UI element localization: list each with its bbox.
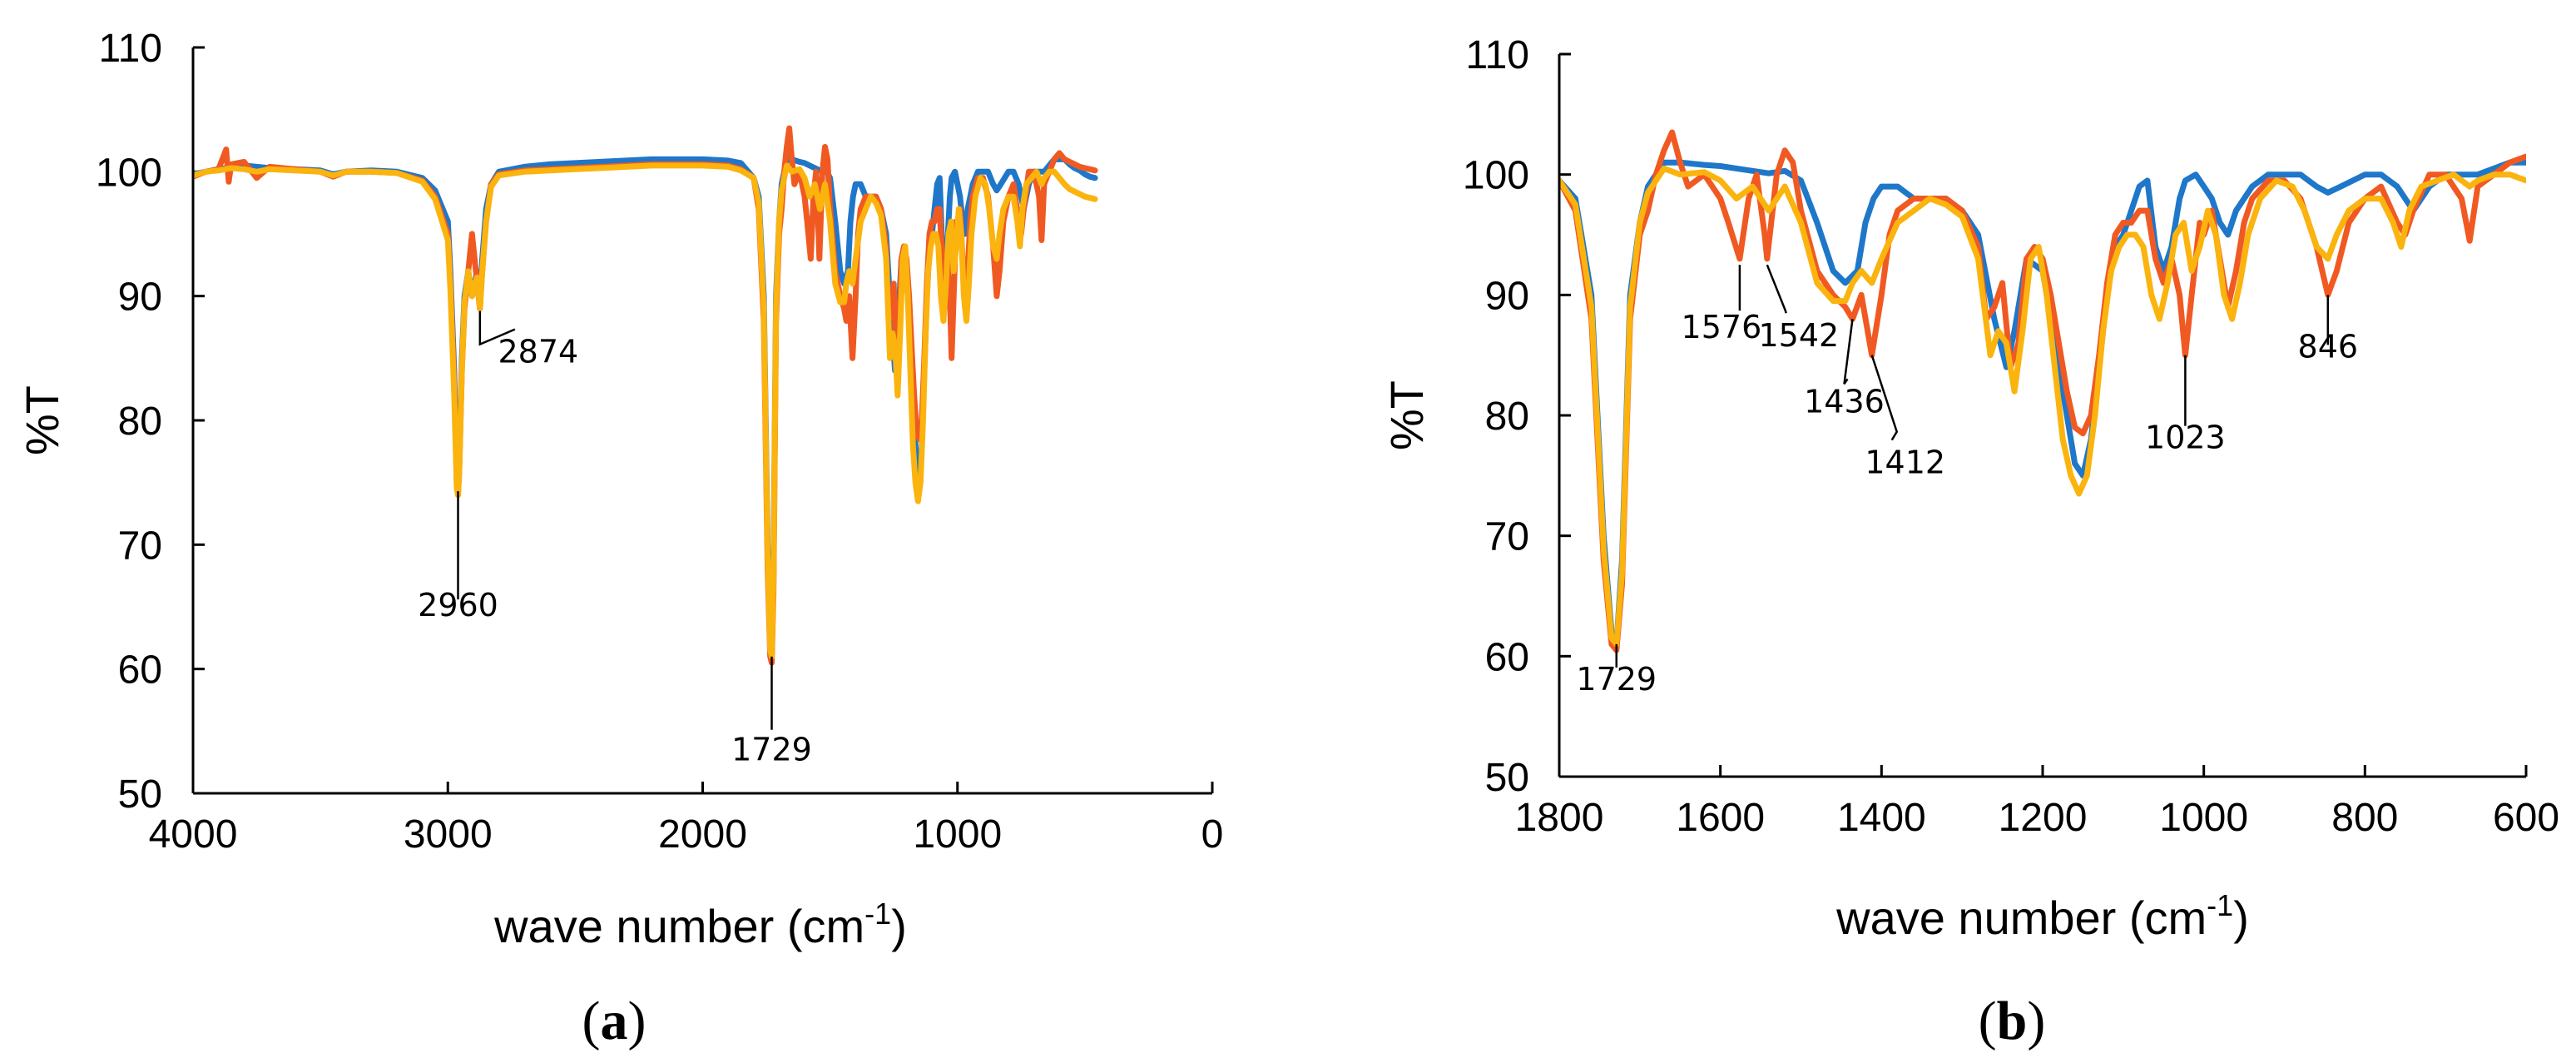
panel-a-x-axis-title-sup: -1 (864, 897, 891, 931)
panel-a-y-tick-label: 80 (118, 400, 162, 444)
panel-a-y-axis-title: %T (16, 385, 68, 455)
panel-b-annotation-leader (1870, 355, 1899, 441)
panel-b-annotation-label: 1412 (1865, 445, 1945, 481)
panel-b-annotation-leader (1843, 319, 1854, 385)
panel-b-x-tick-label: 800 (2331, 796, 2398, 840)
panel-a-y-tick-label: 110 (98, 27, 162, 71)
panel-a-annotation-label: 2960 (418, 587, 498, 623)
panel-a-x-axis-title: wave number (cm-1) (493, 897, 907, 952)
panel-b-y-tick-label: 90 (1485, 274, 1529, 318)
panel-a-annotation-label: 2874 (498, 334, 578, 370)
panel-b-annotation-label: 846 (2298, 328, 2359, 365)
panel-b-y-tick-label: 80 (1485, 395, 1529, 439)
panel-a-y-axis-ticks: 50 60 70 80 90 100 110 (96, 27, 205, 817)
panel-b-y-tick-label: 60 (1485, 635, 1529, 679)
panel-a-y-tick-label: 60 (118, 648, 162, 693)
panel-b-y-axis-title: %T (1380, 380, 1433, 450)
panel-b-x-tick-label: 1000 (2159, 796, 2248, 840)
panel-b-annotation-leader (1766, 264, 1787, 314)
panel-a-x-tick-label: 2000 (658, 812, 747, 857)
panel-b-annotation-label: 1023 (2145, 420, 2226, 456)
panel-b-x-axis-title-close: ) (2233, 892, 2249, 944)
panel-b-x-axis-title-sup: -1 (2207, 888, 2233, 922)
panel-a-letter: a (601, 991, 628, 1051)
panel-b-annotation-label: 1576 (1682, 309, 1762, 345)
panel-a-label: (a) (582, 991, 646, 1051)
panel-b-x-axis-title: wave number (cm-1) (1835, 888, 2249, 944)
panel-b-series-group (1559, 129, 2526, 653)
panel-b-x-axis-ticks: 1800 1600 1400 1200 1000 800 600 (1515, 765, 2559, 840)
panel-b-x-tick-label: 600 (2493, 796, 2559, 840)
panel-b-y-axis-ticks: 50 60 70 80 90 100 110 (1463, 33, 1571, 800)
panel-a-x-axis-title-main: wave number (cm (493, 900, 864, 952)
panel-a-x-tick-label: 3000 (404, 812, 493, 857)
panel-b-x-tick-label: 1400 (1837, 796, 1926, 840)
panel-a-x-tick-label: 4000 (149, 812, 238, 857)
panel-a-y-tick-label: 50 (118, 772, 162, 817)
panel-b-letter: b (1997, 991, 2028, 1051)
panel-b-y-tick-label: 110 (1465, 33, 1529, 77)
panel-a-y-tick-label: 90 (118, 276, 162, 320)
panel-b-x-tick-label: 1200 (1999, 796, 2088, 840)
panel-a-annotation-leader (478, 310, 516, 346)
panel-a-x-axis-ticks: 4000 3000 2000 1000 0 (149, 782, 1224, 857)
panel-a-x-tick-label: 0 (1201, 812, 1224, 857)
panel-b-x-tick-label: 1800 (1515, 796, 1604, 840)
panel-a-series-yellow-line (193, 162, 1098, 660)
panel-b-x-axis-title-main: wave number (cm (1835, 892, 2207, 944)
panel-b-annotation-label: 1436 (1804, 383, 1885, 420)
panel-a-y-tick-label: 100 (96, 151, 162, 195)
panel-a-annotation-label: 1729 (731, 732, 812, 768)
panel-b-y-tick-label: 100 (1463, 154, 1529, 198)
panel-b-chart: 50 60 70 80 90 100 110 1800 1600 1400 1200 1000 800… (1380, 33, 2559, 1051)
panel-a-y-tick-label: 70 (118, 524, 162, 568)
panel-a-x-axis-title-close: ) (891, 900, 907, 952)
panel-b-annotation-label: 1542 (1758, 317, 1839, 354)
panel-b-series-yellow-line (1559, 165, 2526, 648)
panel-b-y-tick-label: 50 (1485, 756, 1529, 800)
panel-b-annotation-label: 1729 (1576, 661, 1657, 698)
panel-a-series-group (193, 125, 1098, 666)
panel-b-series-blue-line (1559, 159, 2526, 648)
panel-b-label: (b) (1979, 991, 2046, 1051)
panel-b-series-orange-line (1559, 129, 2526, 653)
panel-a-annotations: 2960 2874 1729 (418, 310, 812, 768)
panel-b-x-tick-label: 1600 (1676, 796, 1765, 840)
panel-a-x-tick-label: 1000 (913, 812, 1002, 857)
panel-b-y-tick-label: 70 (1485, 515, 1529, 559)
